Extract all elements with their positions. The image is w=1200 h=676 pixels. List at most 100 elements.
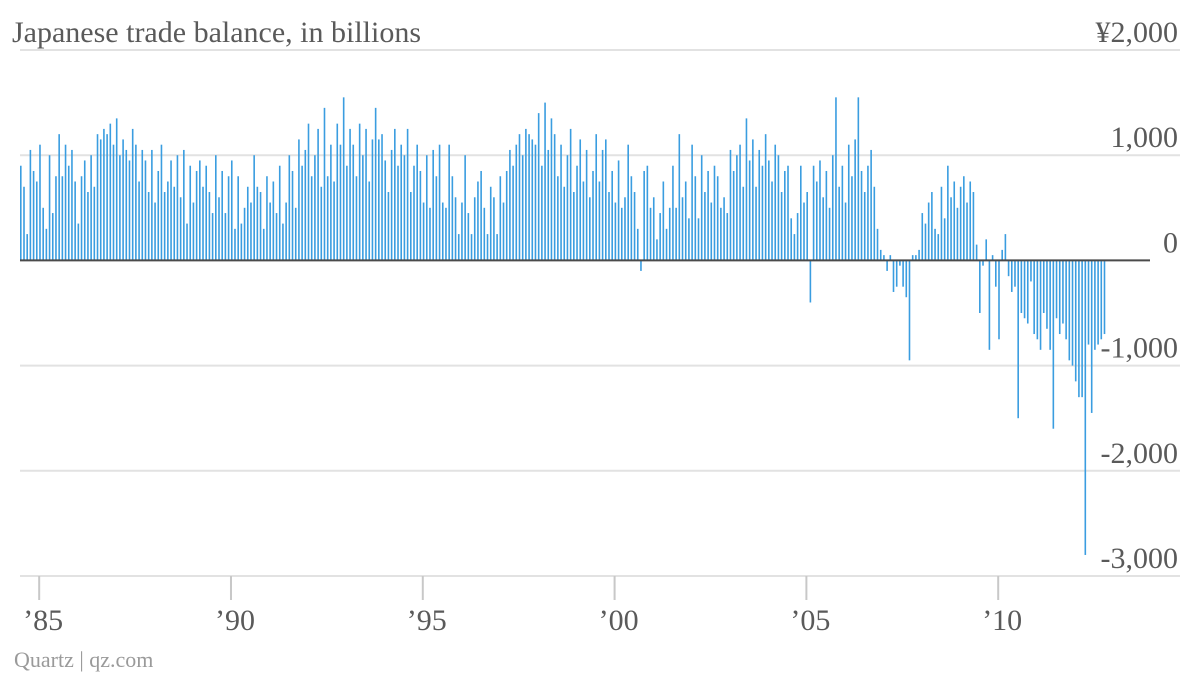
bar <box>237 176 239 261</box>
bar <box>710 202 713 261</box>
bar <box>1004 234 1007 261</box>
bar <box>441 202 444 261</box>
bar <box>259 192 262 261</box>
bar <box>688 218 690 261</box>
bar <box>489 186 492 261</box>
bar <box>726 213 729 261</box>
bar <box>1049 260 1051 350</box>
bar <box>74 181 76 261</box>
bar <box>317 128 319 261</box>
bar <box>678 134 681 261</box>
bar <box>883 255 885 261</box>
bar <box>681 197 684 261</box>
bar <box>167 181 169 261</box>
bar <box>384 160 387 261</box>
bar <box>451 176 454 261</box>
bar <box>119 155 121 261</box>
bar <box>608 192 610 261</box>
bar <box>787 165 789 261</box>
bar <box>256 186 259 261</box>
bar <box>106 134 108 261</box>
bar <box>700 155 703 261</box>
bar <box>294 207 297 261</box>
bar <box>176 155 179 261</box>
bar <box>151 149 153 261</box>
bar <box>927 202 930 261</box>
bar <box>138 181 140 261</box>
bar <box>662 181 665 261</box>
bar <box>224 213 227 261</box>
bar <box>902 260 904 287</box>
bar <box>713 165 716 261</box>
bar <box>758 149 761 261</box>
bar <box>262 228 265 261</box>
bar <box>1020 260 1023 313</box>
bar <box>908 260 911 361</box>
x-tick-label: ’90 <box>215 604 255 637</box>
bar <box>227 176 230 261</box>
bar <box>707 170 709 261</box>
bar <box>860 170 863 261</box>
bar <box>42 207 44 261</box>
bar <box>1071 260 1074 366</box>
bar <box>806 192 808 261</box>
bar <box>1068 260 1071 361</box>
bar <box>183 149 185 261</box>
bar <box>448 144 450 261</box>
bar <box>515 144 518 261</box>
bar <box>1026 260 1029 324</box>
bar <box>972 192 975 261</box>
bar <box>1033 260 1035 335</box>
bar <box>310 176 313 261</box>
bar <box>531 139 534 261</box>
bar <box>934 228 936 261</box>
bar <box>473 197 476 261</box>
bar <box>77 223 80 261</box>
bar <box>857 97 860 261</box>
bar <box>918 249 920 261</box>
bar <box>1036 260 1039 340</box>
source-credit: Quartz | qz.com <box>14 647 153 672</box>
bar <box>221 170 223 261</box>
bar <box>1017 260 1019 419</box>
bar <box>991 255 994 261</box>
bar <box>499 176 502 261</box>
bar <box>995 260 997 287</box>
bar <box>975 244 978 261</box>
bar <box>1074 260 1077 382</box>
bar <box>752 139 754 261</box>
bar <box>240 223 243 261</box>
bar <box>675 207 677 261</box>
bar <box>272 181 275 261</box>
bar <box>576 165 578 261</box>
bar <box>985 239 988 261</box>
bar <box>630 176 633 261</box>
bar <box>192 202 195 261</box>
bar <box>1010 260 1013 292</box>
bar <box>48 155 51 261</box>
bar <box>595 134 598 261</box>
bar <box>614 202 617 261</box>
bar <box>889 255 892 261</box>
bar <box>486 234 489 261</box>
bar <box>732 170 735 261</box>
bar <box>314 155 316 261</box>
bar <box>144 160 147 261</box>
bar <box>844 202 847 261</box>
bar <box>154 202 156 261</box>
bar <box>566 155 569 261</box>
bar <box>215 155 217 261</box>
bar <box>410 192 412 261</box>
bar <box>128 160 131 261</box>
bar <box>790 218 793 261</box>
y-tick-label: -3,000 <box>1101 542 1179 575</box>
bar <box>950 197 952 261</box>
bar <box>784 170 786 261</box>
bar <box>419 170 422 261</box>
bar <box>1062 260 1064 324</box>
bar <box>1042 260 1045 313</box>
bar <box>569 128 572 261</box>
bar <box>422 202 425 261</box>
bar <box>112 144 115 261</box>
bar <box>528 134 530 261</box>
